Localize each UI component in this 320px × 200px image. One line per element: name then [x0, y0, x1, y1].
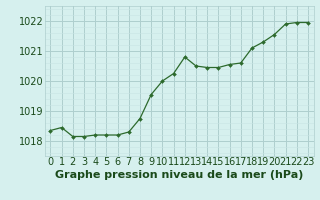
X-axis label: Graphe pression niveau de la mer (hPa): Graphe pression niveau de la mer (hPa)	[55, 170, 303, 180]
